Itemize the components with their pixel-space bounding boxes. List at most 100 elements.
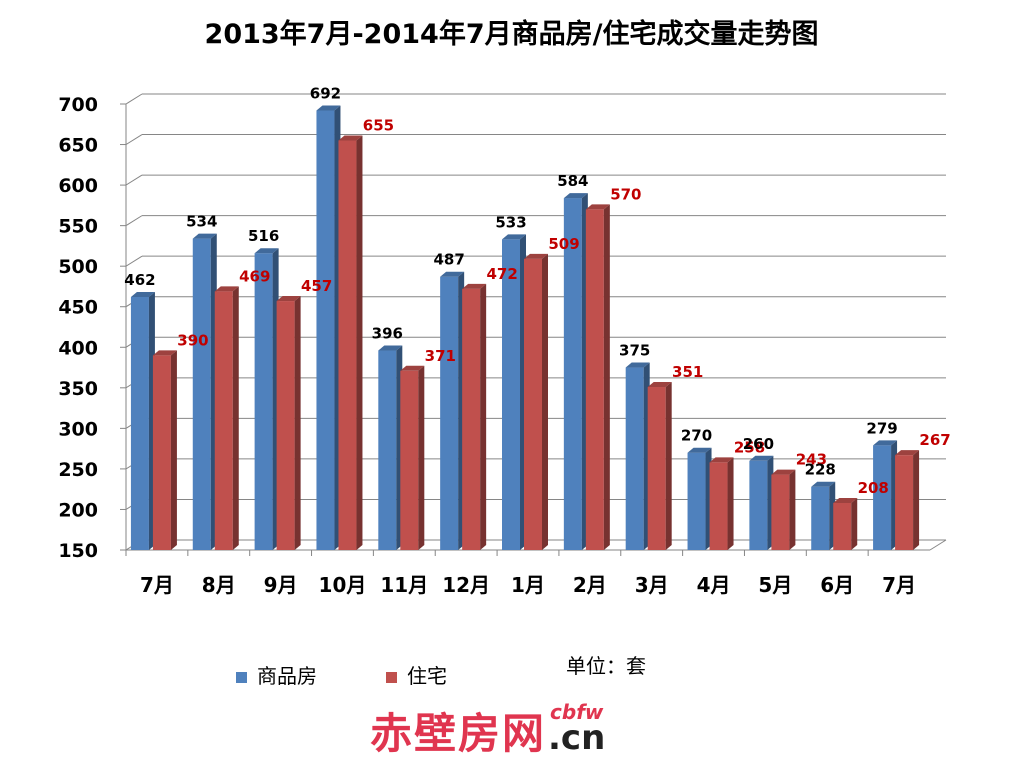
bar-top: [276, 296, 301, 302]
y-tick-label: 500: [58, 256, 98, 278]
data-label-commercial: 692: [310, 84, 341, 102]
bar-front: [214, 291, 233, 550]
unit-note: 单位：套: [566, 654, 646, 678]
bar-top: [254, 248, 279, 254]
y-tick-label: 600: [58, 175, 98, 197]
bar-front: [771, 474, 790, 550]
bar-front: [647, 387, 666, 550]
bar-front: [833, 502, 852, 550]
bar-side: [294, 296, 301, 550]
bar-front: [192, 238, 211, 551]
bar-front: [585, 209, 604, 550]
data-label-residential: 351: [672, 363, 703, 381]
gridline-depth: [125, 255, 143, 267]
bar-front: [276, 301, 295, 550]
y-tick-label: 200: [58, 499, 98, 521]
data-label-commercial: 279: [866, 419, 897, 437]
bar-commercial-4: [378, 345, 403, 550]
bar-commercial-0: [130, 291, 155, 550]
bar-layer: [130, 105, 920, 551]
data-label-residential: 509: [548, 235, 579, 253]
x-tick-label: 5月: [758, 573, 792, 597]
bar-front: [873, 445, 892, 550]
y-tick-label: 450: [58, 297, 98, 319]
bar-front: [338, 140, 357, 550]
watermark-small: cbfw: [550, 700, 604, 724]
bar-top: [400, 365, 425, 371]
bar-side: [851, 497, 858, 550]
bar-top: [130, 291, 155, 297]
bar-front: [625, 367, 644, 550]
bar-residential-6: [524, 253, 548, 550]
y-tick-label: 700: [58, 94, 98, 116]
bar-top: [709, 457, 734, 463]
y-tick-label: 250: [58, 459, 98, 481]
x-tick-label: 2月: [573, 573, 607, 597]
bar-front: [502, 239, 520, 550]
legend-label-commercial: 商品房: [257, 664, 317, 688]
bar-front: [152, 355, 171, 550]
bar-front: [687, 452, 706, 550]
bar-residential-12: [895, 450, 920, 550]
bar-commercial-3: [316, 105, 341, 550]
data-label-residential: 267: [919, 431, 950, 449]
gridline-depth: [125, 134, 143, 145]
x-tick-label: 9月: [264, 573, 298, 597]
bar-side: [603, 204, 610, 550]
data-label-commercial: 228: [805, 461, 836, 479]
bar-front: [378, 350, 397, 550]
bar-front: [400, 370, 419, 550]
x-tick-label: 4月: [697, 573, 731, 597]
bar-top: [749, 455, 774, 461]
data-label-commercial: 260: [743, 435, 774, 453]
bar-side: [480, 283, 487, 550]
x-tick-label: 7月: [882, 573, 916, 597]
bar-top: [502, 234, 526, 240]
data-label-commercial: 534: [186, 213, 217, 231]
chart-plot: 150 200 250 300 350 400 450 500 550 600 650 700 7月 8月…: [58, 84, 950, 597]
data-label-commercial: 462: [124, 271, 155, 289]
data-label-residential: 457: [301, 277, 332, 295]
bar-top: [895, 450, 920, 456]
x-tick-label: 12月: [442, 573, 490, 597]
bar-front: [895, 455, 914, 550]
bar-top: [440, 271, 465, 277]
bar-side: [356, 135, 363, 550]
x-tick-label: 7月: [140, 573, 174, 597]
bar-front: [462, 288, 481, 550]
watermark-cn: 赤壁房网: [370, 709, 547, 758]
bar-residential-8: [647, 382, 672, 550]
bar-commercial-9: [687, 447, 712, 550]
data-label-commercial: 270: [681, 427, 712, 445]
data-label-residential: 655: [363, 116, 394, 134]
bar-front: [709, 462, 728, 550]
gridline-depth: [125, 174, 143, 186]
bar-top: [152, 350, 177, 356]
data-label-commercial: 375: [619, 342, 650, 360]
data-label-residential: 371: [425, 347, 456, 365]
legend-swatch-residential: [386, 672, 397, 683]
bar-front: [254, 253, 273, 550]
watermark-domain: .cn: [548, 718, 606, 758]
bar-top: [771, 469, 796, 475]
data-label-residential: 258: [734, 438, 765, 456]
bar-residential-1: [214, 286, 239, 550]
x-tick-label: 3月: [635, 573, 669, 597]
bar-residential-3: [338, 135, 363, 550]
data-label-residential: 390: [177, 331, 208, 349]
legend-swatch-commercial: [236, 672, 247, 683]
bar-top: [524, 253, 548, 259]
bar-commercial-1: [192, 233, 217, 551]
bar-front: [440, 276, 459, 550]
bar-residential-2: [276, 296, 301, 550]
x-tick-label: 11月: [380, 573, 428, 597]
bar-front: [130, 296, 149, 550]
x-tick-label: 8月: [202, 573, 236, 597]
x-tick-label: 6月: [820, 573, 854, 597]
bar-top: [338, 135, 363, 141]
chart-title: 2013年7月-2014年7月商品房/住宅成交量走势图: [204, 19, 819, 50]
data-label-residential: 208: [858, 479, 889, 497]
bar-commercial-11: [811, 481, 836, 550]
data-label-residential: 243: [796, 451, 827, 469]
bar-top: [316, 105, 341, 111]
